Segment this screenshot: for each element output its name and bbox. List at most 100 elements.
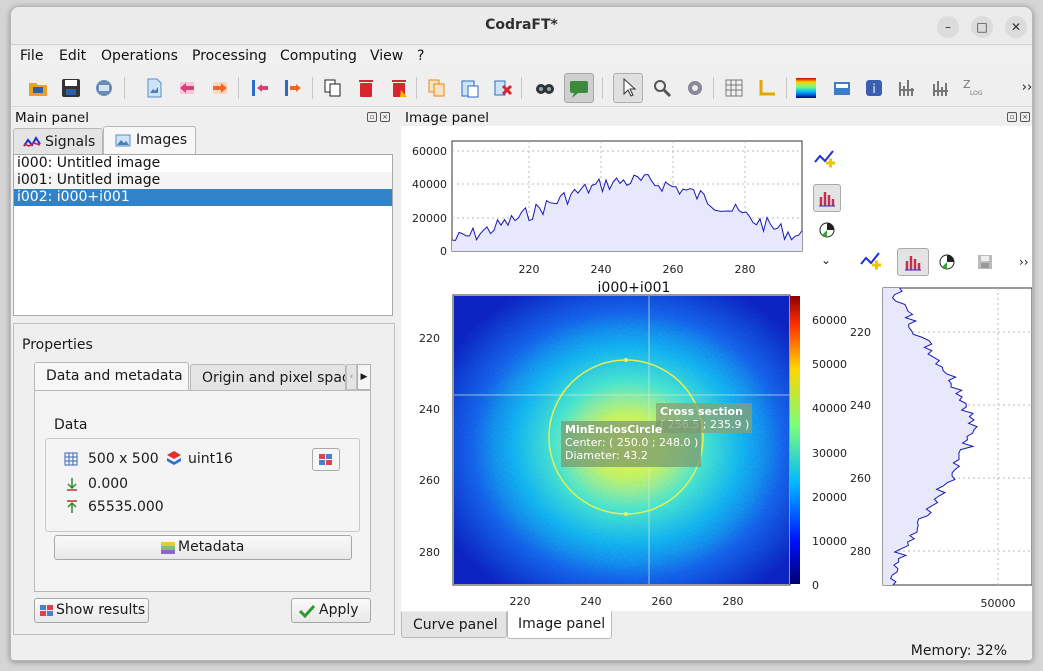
colorbar-tick: 20000 bbox=[812, 491, 847, 504]
insert-after-icon[interactable] bbox=[280, 75, 306, 101]
import-hdf5-icon[interactable] bbox=[91, 75, 117, 101]
colorbar-tick: 0 bbox=[812, 579, 819, 592]
menu-edit[interactable]: Edit bbox=[59, 48, 87, 64]
right-save-tool-icon[interactable] bbox=[977, 254, 995, 272]
tab-curve-panel-label: Curve panel bbox=[413, 617, 498, 633]
image-panel-float-icon[interactable]: ▫ bbox=[1007, 112, 1017, 122]
image-panel-close-icon[interactable]: × bbox=[1020, 112, 1030, 122]
z-axis-log-icon[interactable]: Z LOG bbox=[959, 75, 985, 101]
apply-button[interactable]: Apply bbox=[291, 598, 371, 623]
image-mosaic-icon bbox=[319, 454, 332, 465]
open-hdf5-icon[interactable] bbox=[25, 75, 51, 101]
save-hdf5-icon[interactable] bbox=[58, 75, 84, 101]
list-item[interactable]: i001: Untitled image bbox=[14, 172, 392, 189]
menu-help[interactable]: ? bbox=[417, 48, 425, 64]
expand-tools-icon[interactable]: ⌄ bbox=[821, 253, 832, 267]
image-plot-area[interactable]: 60000 40000 20000 0 220 240 260 280 i000… bbox=[401, 126, 1033, 611]
image-stats-button[interactable] bbox=[312, 448, 340, 471]
tab-scroll-right-icon[interactable]: ▶ bbox=[357, 364, 371, 390]
apply-label: Apply bbox=[319, 602, 359, 618]
tab-images[interactable]: Images bbox=[103, 126, 196, 154]
circle-handle[interactable] bbox=[624, 358, 628, 362]
about-icon[interactable]: i bbox=[861, 75, 887, 101]
metadata-label: Metadata bbox=[178, 539, 245, 555]
grid-size-icon bbox=[64, 452, 78, 466]
circle-label-diameter: Diameter: 43.2 bbox=[565, 449, 648, 462]
delete-icon[interactable] bbox=[353, 75, 379, 101]
menu-file[interactable]: File bbox=[20, 48, 44, 64]
right-histogram-tool-icon[interactable] bbox=[897, 248, 929, 276]
colorbar-tick: 30000 bbox=[812, 447, 847, 460]
menu-operations[interactable]: Operations bbox=[101, 48, 178, 64]
levels-icon[interactable] bbox=[927, 75, 953, 101]
tab-signals[interactable]: Signals bbox=[13, 128, 103, 154]
image-icon bbox=[115, 134, 131, 147]
tab-origin-pixel-spacing[interactable]: Origin and pixel spac bbox=[190, 364, 346, 390]
right-y-tick: 260 bbox=[850, 472, 871, 485]
list-item[interactable]: i000: Untitled image bbox=[17, 155, 161, 171]
toolbar-more-icon[interactable]: ›› bbox=[1021, 80, 1033, 95]
right-toolbar-more-icon[interactable]: ›› bbox=[1019, 255, 1029, 269]
max-value: 65535.000 bbox=[88, 499, 164, 515]
show-results-button[interactable]: Show results bbox=[34, 598, 149, 623]
tab-data-and-metadata[interactable]: Data and metadata bbox=[34, 362, 189, 390]
settings-icon[interactable] bbox=[682, 75, 708, 101]
metadata-button[interactable]: Metadata bbox=[54, 535, 352, 560]
close-button[interactable]: ✕ bbox=[1005, 16, 1027, 38]
duplicate-icon[interactable] bbox=[320, 75, 346, 101]
snapshot-icon[interactable] bbox=[829, 75, 855, 101]
svg-text:LOG: LOG bbox=[970, 90, 983, 97]
select-tool-icon[interactable] bbox=[613, 73, 643, 103]
colormap-icon[interactable] bbox=[793, 75, 819, 101]
main-panel-close-icon[interactable]: × bbox=[380, 112, 390, 122]
memory-status: Memory: 32% bbox=[910, 643, 1007, 659]
plot-title: i000+i001 bbox=[598, 280, 671, 296]
list-item-selected[interactable]: i002: i000+i001 bbox=[14, 189, 392, 206]
minimize-button[interactable]: – bbox=[937, 16, 959, 38]
circle-label-box[interactable] bbox=[561, 421, 701, 467]
right-curve-tool-icon[interactable] bbox=[859, 250, 885, 274]
tab-image-panel-label: Image panel bbox=[518, 616, 606, 632]
top-x-tick: 260 bbox=[663, 263, 684, 276]
dtype-layers-icon bbox=[167, 451, 181, 465]
menu-view[interactable]: View bbox=[370, 48, 404, 64]
grid-icon[interactable] bbox=[721, 75, 747, 101]
annotations-icon[interactable] bbox=[564, 73, 594, 103]
main-toolbar: i Z LOG ›› bbox=[11, 69, 1032, 107]
main-panel-float-icon[interactable]: ▫ bbox=[367, 112, 377, 122]
delete-metadata-icon[interactable] bbox=[490, 75, 516, 101]
find-icon[interactable] bbox=[532, 75, 558, 101]
move-down-icon[interactable] bbox=[207, 75, 233, 101]
window-title: CodraFT* bbox=[485, 17, 558, 33]
paste-metadata-icon[interactable] bbox=[457, 75, 483, 101]
tab-image-panel[interactable]: Image panel bbox=[507, 611, 612, 639]
image-y-tick: 260 bbox=[419, 474, 440, 487]
pie-tool-icon[interactable] bbox=[819, 222, 837, 240]
image-canvas[interactable] bbox=[454, 296, 789, 584]
svg-text:Z: Z bbox=[963, 78, 971, 91]
move-up-icon[interactable] bbox=[174, 75, 200, 101]
menu-processing[interactable]: Processing bbox=[192, 48, 267, 64]
histogram-tool-icon[interactable] bbox=[813, 184, 841, 212]
colorbar-tick: 10000 bbox=[812, 535, 847, 548]
axes-icon[interactable] bbox=[754, 75, 780, 101]
colorbar-tick: 50000 bbox=[812, 358, 847, 371]
maximize-button[interactable]: □ bbox=[971, 16, 993, 38]
new-image-icon[interactable] bbox=[141, 75, 167, 101]
tab-curve-panel[interactable]: Curve panel bbox=[401, 612, 507, 638]
menu-computing[interactable]: Computing bbox=[280, 48, 357, 64]
right-pie-tool-icon[interactable] bbox=[939, 254, 957, 272]
circle-label-title: MinEnclosCircle bbox=[565, 423, 662, 436]
tab-scroll-left-icon[interactable]: ‹ bbox=[346, 364, 357, 390]
delete-all-icon[interactable] bbox=[386, 75, 412, 101]
zoom-tool-icon[interactable] bbox=[649, 75, 675, 101]
title-bar: CodraFT* – □ ✕ bbox=[11, 7, 1032, 45]
insert-before-icon[interactable] bbox=[247, 75, 273, 101]
image-plot-svg[interactable]: 60000 40000 20000 0 220 240 260 280 i000… bbox=[401, 126, 1033, 611]
curve-tool-icon[interactable] bbox=[813, 148, 839, 172]
colorbar[interactable] bbox=[790, 296, 800, 584]
contrast-icon[interactable] bbox=[894, 75, 920, 101]
image-list[interactable]: i000: Untitled image i001: Untitled imag… bbox=[13, 154, 393, 316]
circle-handle[interactable] bbox=[624, 512, 628, 516]
copy-metadata-icon[interactable] bbox=[424, 75, 450, 101]
